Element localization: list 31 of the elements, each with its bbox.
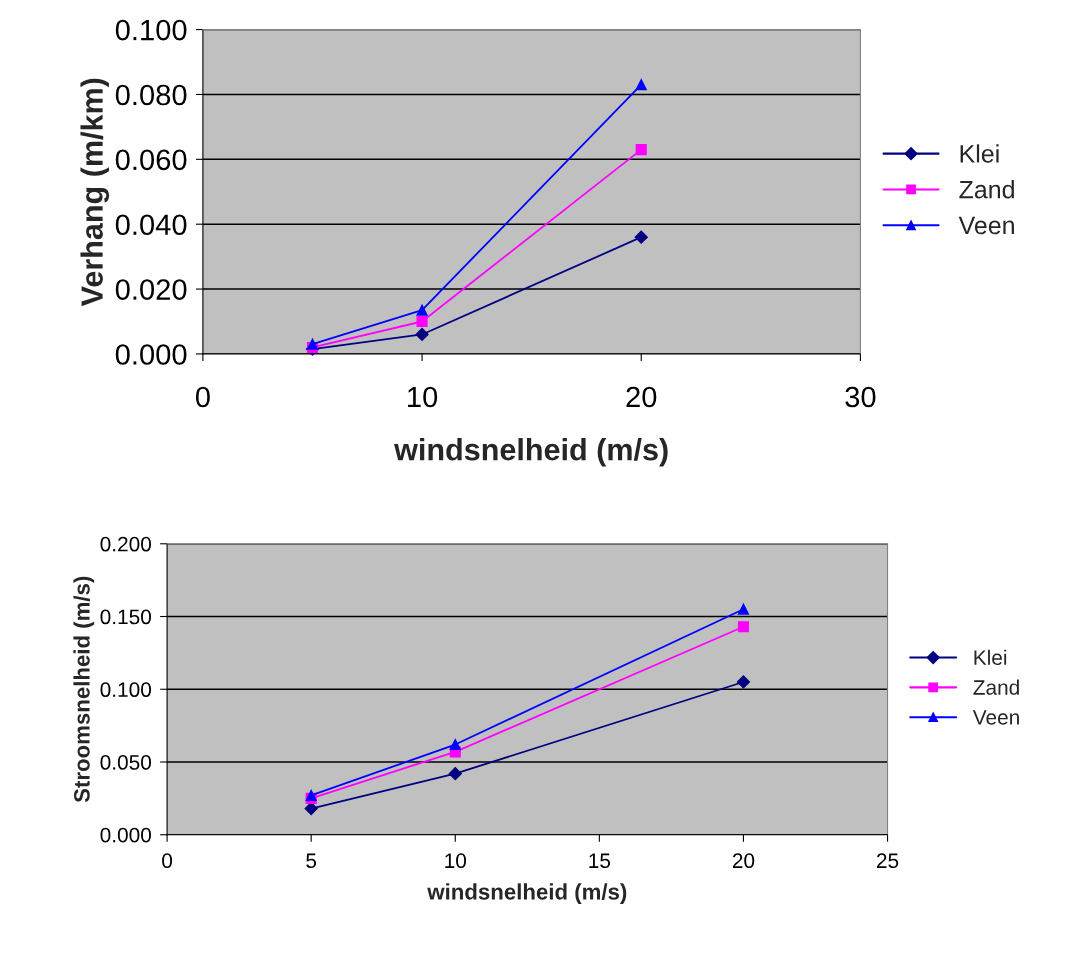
x-tick-label: 20 [626, 386, 657, 408]
y-tick-label: 0.050 [100, 755, 151, 770]
x-tick-label: 15 [589, 853, 611, 869]
y-tick-label: 0.000 [100, 827, 151, 843]
x-axis-title: windsnelheid (m/s) [394, 438, 668, 467]
x-axis-title: windsnelheid (m/s) [427, 883, 627, 905]
y-tick-label: 0.080 [115, 84, 187, 106]
x-tick-label: 5 [306, 853, 317, 869]
y-tick-label: 0.020 [115, 279, 187, 300]
x-tick-label: 25 [876, 853, 899, 869]
x-tick-label: 0 [162, 853, 173, 869]
x-tick-label: 30 [845, 386, 876, 408]
y-tick-label: 0.200 [100, 536, 151, 552]
y-tick-label: 0.150 [100, 609, 151, 625]
x-tick-label: 0 [195, 386, 210, 408]
y-tick-label: 0.100 [115, 19, 187, 41]
legend-label: Zand [973, 679, 1019, 695]
y-tick-label: 0.060 [115, 149, 187, 171]
y-axis-title: Stroomsnelheid (m/s) [73, 576, 95, 803]
legend-label: Klei [974, 649, 1007, 666]
legend-label: Veen [958, 216, 1014, 235]
y-tick-label: 0.100 [100, 682, 151, 698]
legend-label: Klei [960, 144, 999, 163]
legend-label: Veen [972, 710, 1019, 725]
y-axis-title: Verhang (m/km) [80, 78, 110, 307]
legend-label: Zand [959, 180, 1014, 199]
y-tick-label: 0.000 [115, 344, 187, 365]
x-tick-label: 10 [445, 853, 467, 869]
x-tick-label: 10 [408, 386, 438, 408]
x-tick-label: 20 [732, 853, 755, 869]
y-tick-label: 0.040 [115, 214, 187, 236]
